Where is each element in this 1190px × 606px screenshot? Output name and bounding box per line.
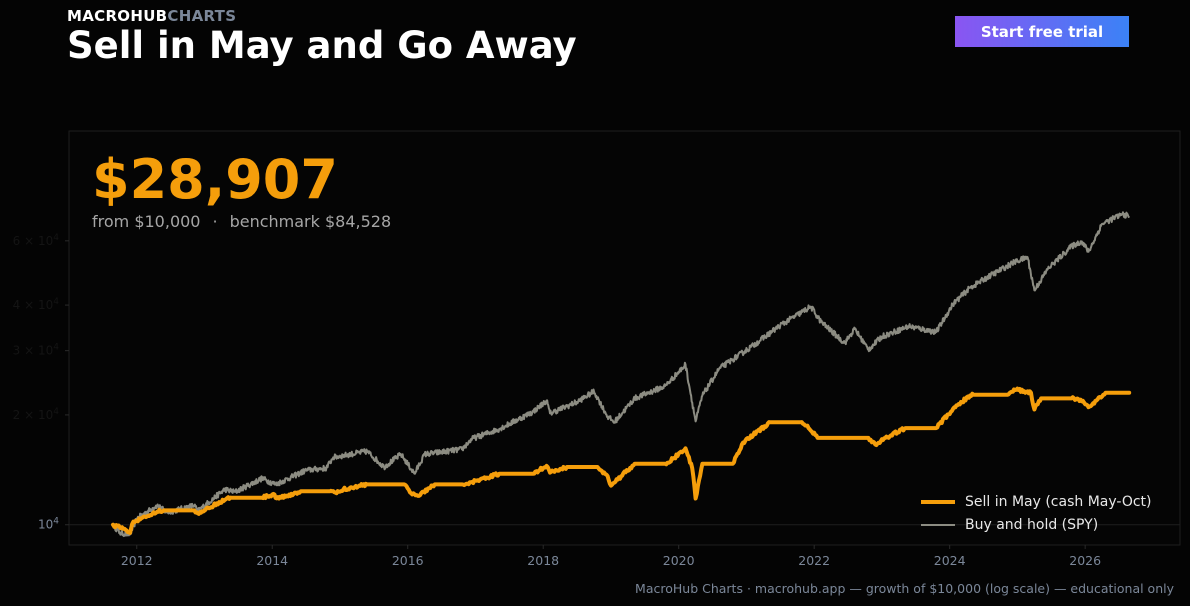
- x-tick-label: 2012: [121, 553, 153, 568]
- y-tick-label: 104: [38, 517, 59, 532]
- benchmark-value: benchmark $84,528: [229, 212, 392, 231]
- summary-separator: ·: [212, 212, 218, 231]
- x-tick-label: 2016: [392, 553, 424, 568]
- summary-subtitle: from $10,000 · benchmark $84,528: [92, 212, 391, 231]
- series-line-strategy: [111, 386, 1132, 535]
- chart-legend: Sell in May (cash May-Oct) Buy and hold …: [921, 490, 1152, 536]
- brand-secondary: CHARTS: [167, 7, 237, 25]
- y-tick-label: 3 × 104: [13, 343, 60, 358]
- brand-primary: MACROHUB: [67, 7, 168, 25]
- page-title: Sell in May and Go Away: [67, 24, 577, 67]
- start-trial-button[interactable]: Start free trial: [955, 16, 1129, 47]
- x-tick-label: 2018: [527, 553, 559, 568]
- final-value: $28,907: [92, 148, 338, 211]
- x-tick-label: 2022: [798, 553, 830, 568]
- y-tick-label: 6 × 104: [13, 233, 60, 248]
- brand-logo: MACROHUBCHARTS: [67, 7, 236, 25]
- y-tick-label: 2 × 104: [13, 407, 60, 422]
- starting-value: from $10,000: [92, 212, 201, 231]
- legend-swatch-benchmark: [921, 523, 955, 526]
- x-tick-label: 2014: [256, 553, 288, 568]
- footer-note: MacroHub Charts · macrohub.app — growth …: [635, 581, 1174, 596]
- legend-item-benchmark: Buy and hold (SPY): [921, 513, 1152, 536]
- y-tick-label: 4 × 104: [13, 297, 60, 312]
- x-tick-label: 2020: [663, 553, 695, 568]
- legend-swatch-strategy: [921, 499, 955, 504]
- legend-item-strategy: Sell in May (cash May-Oct): [921, 490, 1152, 513]
- x-tick-label: 2024: [934, 553, 966, 568]
- legend-label-benchmark: Buy and hold (SPY): [965, 516, 1099, 533]
- series-line-benchmark: [112, 211, 1130, 538]
- x-tick-label: 2026: [1069, 553, 1101, 568]
- legend-label-strategy: Sell in May (cash May-Oct): [965, 493, 1152, 510]
- plot-area: [68, 130, 1181, 546]
